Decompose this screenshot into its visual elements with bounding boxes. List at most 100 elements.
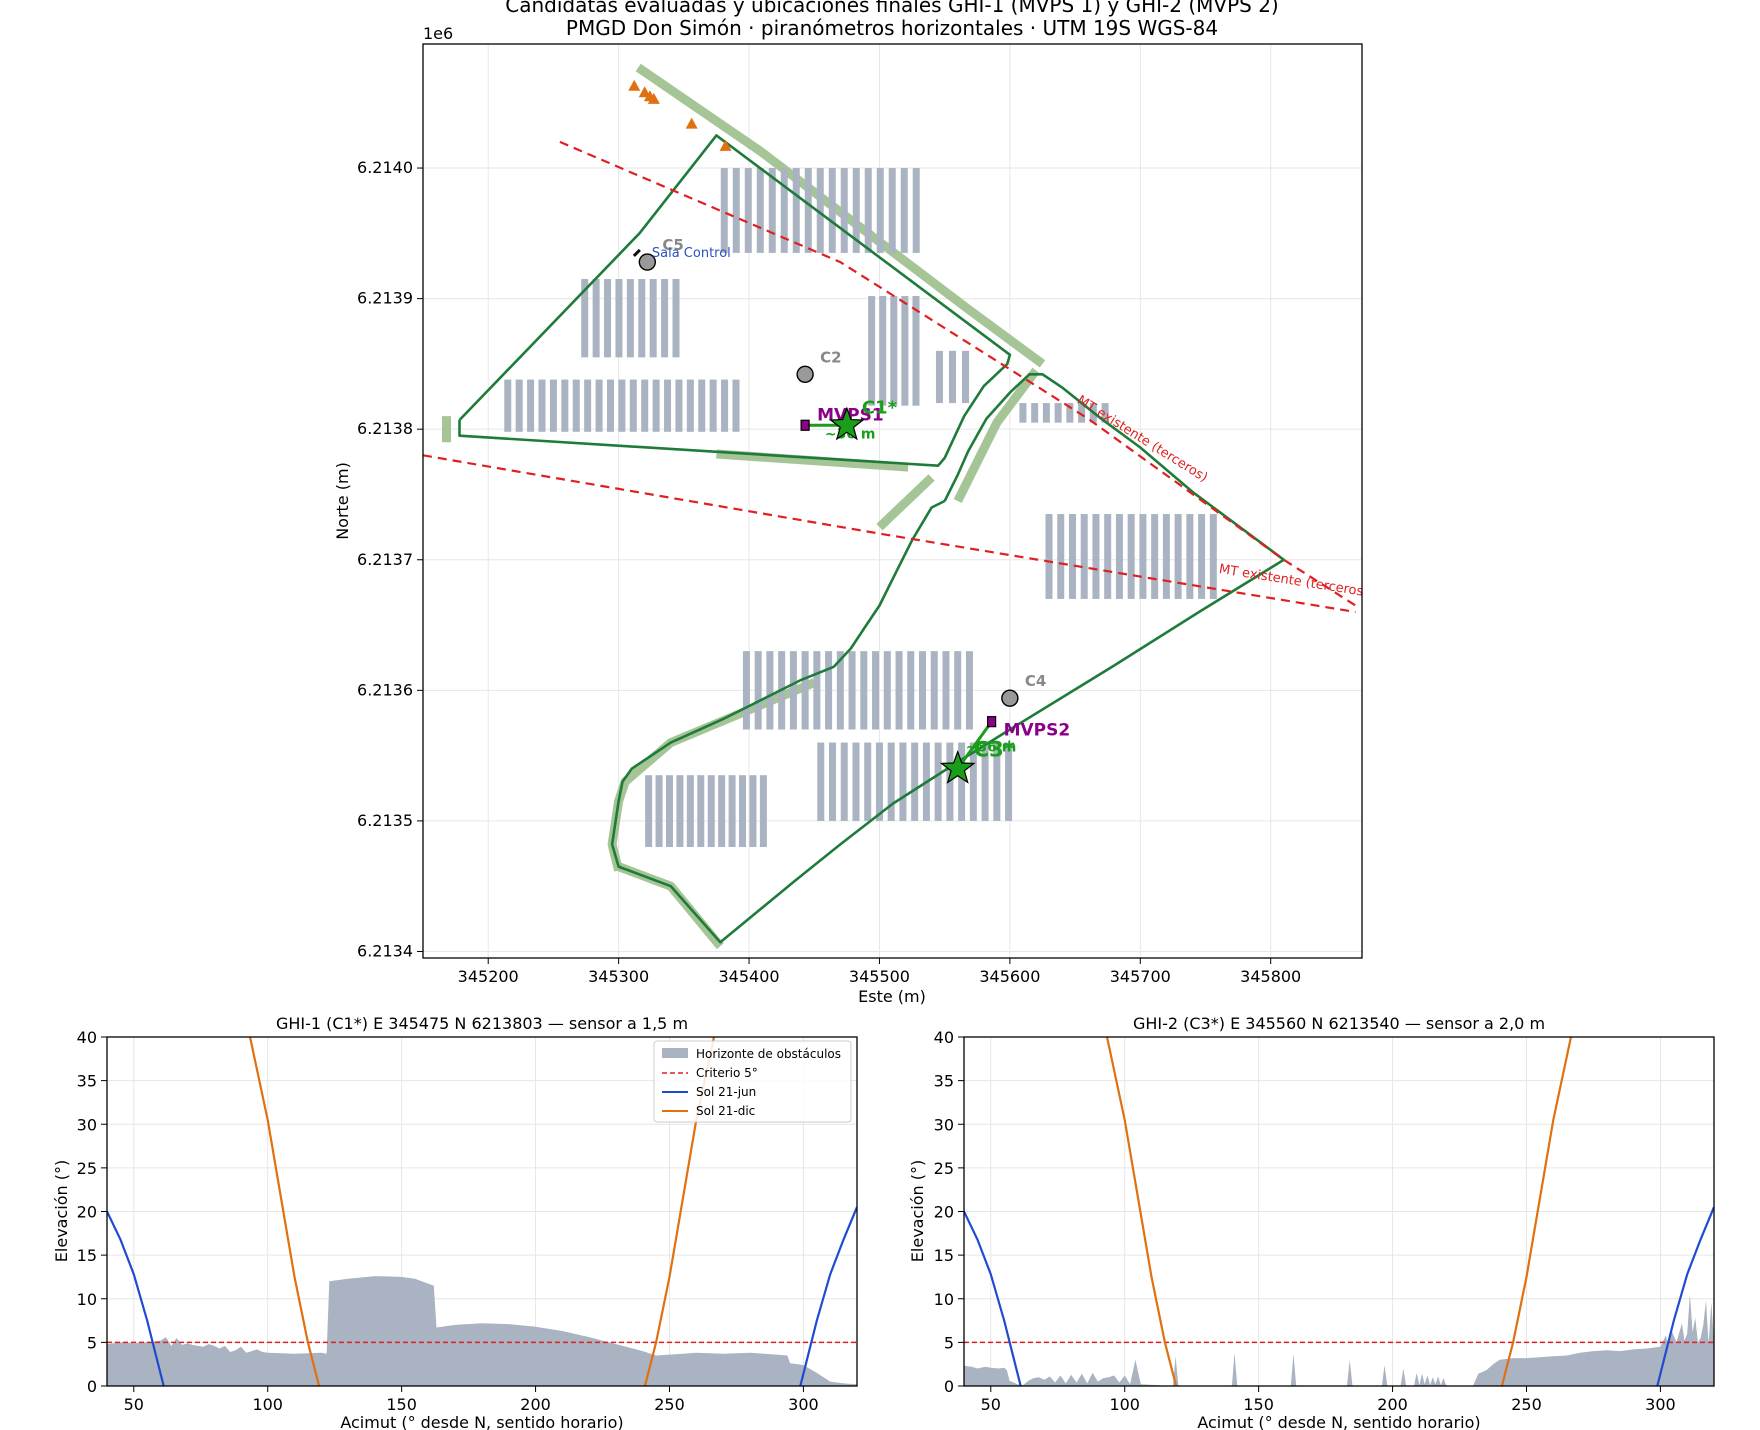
map-x-tick-label: 345400 (719, 967, 780, 986)
pv-row (1101, 403, 1109, 423)
tree-marker (685, 117, 698, 129)
pv-row (1042, 403, 1050, 423)
pv-row (744, 168, 752, 253)
ghi2-y-tick-label: 0 (944, 1377, 954, 1396)
tree-marker (628, 79, 641, 91)
pv-row (615, 279, 623, 358)
map-x-tick-label: 345700 (1110, 967, 1171, 986)
pv-row (749, 775, 757, 848)
pv-row (848, 651, 856, 730)
pv-row (1066, 403, 1074, 423)
ghi1-y-tick-label: 35 (77, 1072, 97, 1091)
pv-row (665, 775, 673, 848)
map-y-tick-label: 6.2139 (357, 289, 413, 308)
ghi2-x-tick-label: 150 (1243, 1395, 1274, 1414)
selected-site-star (939, 749, 976, 784)
setback-strip (617, 862, 724, 950)
pv-row (934, 742, 942, 821)
mt-line (423, 454, 1356, 614)
ghi2-x-tick-label: 50 (981, 1395, 1001, 1414)
setback-strip (716, 449, 909, 472)
pv-row (958, 742, 966, 821)
mvps-label: MVPS2 (1004, 721, 1071, 741)
pv-row (1019, 403, 1027, 423)
mvps-marker (987, 716, 997, 728)
mvps-marker (800, 419, 810, 431)
ghi1-ticks: 50 100 150 200 250 300 0 5 10 15 20 25 30 35 40 (77, 1028, 819, 1414)
pv-row (1057, 514, 1065, 599)
pv-row (828, 168, 836, 253)
pv-row (675, 379, 683, 432)
pv-row (825, 651, 833, 730)
ghi1-y-tick-label: 20 (77, 1203, 97, 1222)
map-panel: 1e6 MT existente (terceros)MT existente … (333, 24, 1369, 1006)
pv-row (817, 742, 825, 821)
pv-row (888, 168, 896, 253)
pv-row (948, 350, 956, 404)
pv-row (1078, 403, 1086, 423)
pv-row (876, 168, 884, 253)
map-x-tick-label: 345300 (588, 967, 649, 986)
pv-row (965, 651, 973, 730)
pv-row (1054, 403, 1062, 423)
pv-row (813, 651, 821, 730)
pv-row (801, 651, 809, 730)
pv-row (686, 379, 694, 432)
pv-row (864, 742, 872, 821)
pv-row (645, 775, 653, 848)
figure-title-line1: Candidatas evaluadas y ubicaciones final… (505, 0, 1278, 17)
pv-row (864, 168, 872, 253)
map-y-label: Norte (m) (333, 462, 352, 540)
mt-line (559, 140, 1357, 607)
pv-row (789, 651, 797, 730)
pv-row (1031, 403, 1039, 423)
map-x-tick-label: 345200 (458, 967, 519, 986)
pv-row (852, 168, 860, 253)
legend-swatch-horizon (662, 1048, 688, 1058)
pv-row (538, 379, 546, 432)
pv-row (604, 279, 612, 358)
ghi2-x-tick-label: 100 (1109, 1395, 1140, 1414)
pv-row (638, 279, 646, 358)
pv-row (868, 296, 876, 406)
pv-row (664, 379, 672, 432)
pv-row (890, 296, 898, 406)
ghi2-sun-path-dec (1105, 1037, 1178, 1386)
ghi2-y-tick-label: 30 (934, 1115, 954, 1134)
ghi1-legend: Horizonte de obstáculos Criterio 5° Sol … (653, 1040, 852, 1123)
ghi1-horizon-area (107, 1276, 857, 1386)
pv-row (742, 651, 750, 730)
pv-row (942, 651, 950, 730)
ghi1-sun-path-dec (248, 1037, 321, 1386)
pv-row (829, 742, 837, 821)
ghi2-y-tick-label: 10 (934, 1290, 954, 1309)
pv-row (912, 296, 920, 406)
map-y-tick-label: 6.2138 (357, 419, 413, 438)
tree-marker (719, 139, 732, 151)
pv-row (879, 296, 887, 406)
candidate-marker (638, 253, 657, 271)
pv-row (718, 775, 726, 848)
map-x-label: Este (m) (858, 987, 926, 1006)
figure-title-line2: PMGD Don Simón · piranómetros horizontal… (566, 16, 1218, 40)
pv-row (901, 296, 909, 406)
pv-row (649, 279, 657, 358)
pv-row (962, 350, 970, 404)
ghi2-sun-path-jun (964, 1211, 1022, 1386)
pv-row (618, 379, 626, 432)
pv-row (1174, 514, 1182, 599)
pv-row (946, 742, 954, 821)
horizon-panel-ghi2: GHI-2 (C3*) E 345560 N 6213540 — sensor … (908, 1014, 1715, 1430)
pv-row (728, 775, 736, 848)
ghi1-y-tick-label: 0 (87, 1377, 97, 1396)
pv-row (629, 379, 637, 432)
map-ticks: 345200 345300 345400 345500 345600 345700 3458… (357, 158, 1301, 986)
candidate-label: C2 (820, 348, 841, 366)
mt-line-label: MT existente (terceros) (1218, 562, 1369, 600)
ghi1-y-tick-label: 25 (77, 1159, 97, 1178)
ghi2-ticks: 50 100 150 200 250 300 0 5 10 15 20 25 30 35 40 (934, 1028, 1676, 1414)
pv-row (641, 379, 649, 432)
pv-row (581, 279, 589, 358)
pv-row (732, 379, 740, 432)
